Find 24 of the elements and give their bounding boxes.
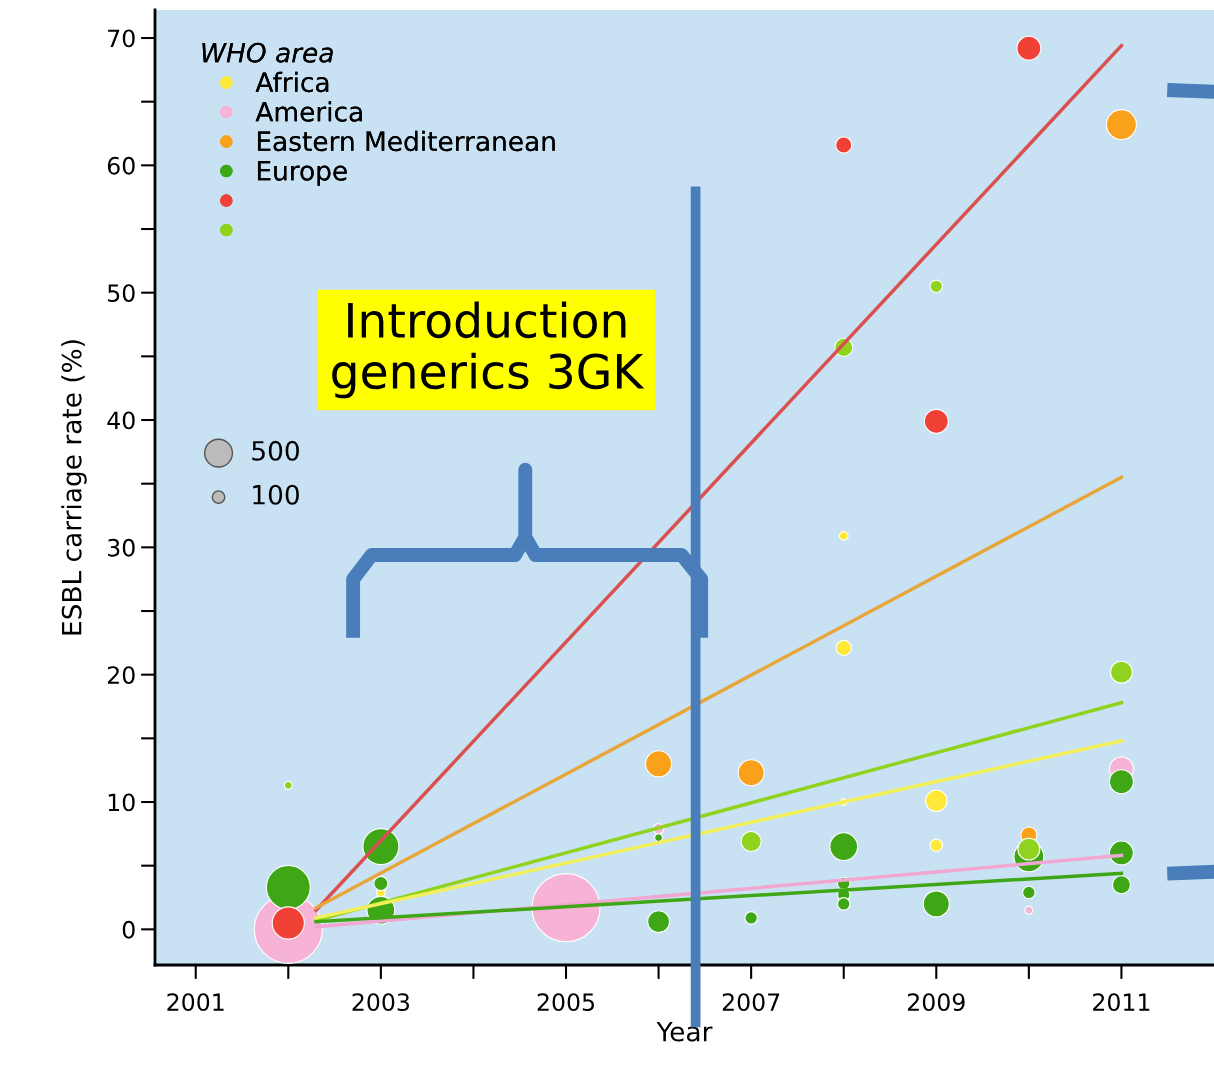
y-tick-label: 20 xyxy=(107,666,135,684)
y-tick-label: 70 xyxy=(108,29,135,48)
x-axis-title: Year xyxy=(656,1022,713,1042)
x-tick-label: 2005 xyxy=(537,993,594,1012)
y-axis-title: ESBL carriage rate (%) xyxy=(61,340,87,635)
x-tick-label: 2009 xyxy=(907,993,965,1012)
y-tick-label: 60 xyxy=(107,156,135,175)
x-tick-label: 2003 xyxy=(352,993,410,1012)
legend-label: 500 xyxy=(252,440,299,461)
legend-label: 100 xyxy=(253,484,299,505)
y-tick-label: 10 xyxy=(108,793,135,812)
legend-label: America xyxy=(255,101,362,122)
y-tick-label: 30 xyxy=(108,538,135,557)
legend-label: Europe xyxy=(257,161,347,186)
y-tick-label: 50 xyxy=(108,284,135,302)
legend-label: Eastern Mediterranean xyxy=(257,130,555,152)
legend-label: Africa xyxy=(255,71,329,93)
x-tick-label: 2001 xyxy=(167,993,224,1012)
legend-title: WHO area xyxy=(202,42,333,63)
y-tick-label: 0 xyxy=(122,920,135,939)
y-tick-label: 40 xyxy=(107,411,135,430)
x-tick-label: 2011 xyxy=(1093,993,1150,1012)
x-tick-label: 2007 xyxy=(722,993,780,1012)
annotation: Introduction generics 3GK xyxy=(332,301,645,399)
